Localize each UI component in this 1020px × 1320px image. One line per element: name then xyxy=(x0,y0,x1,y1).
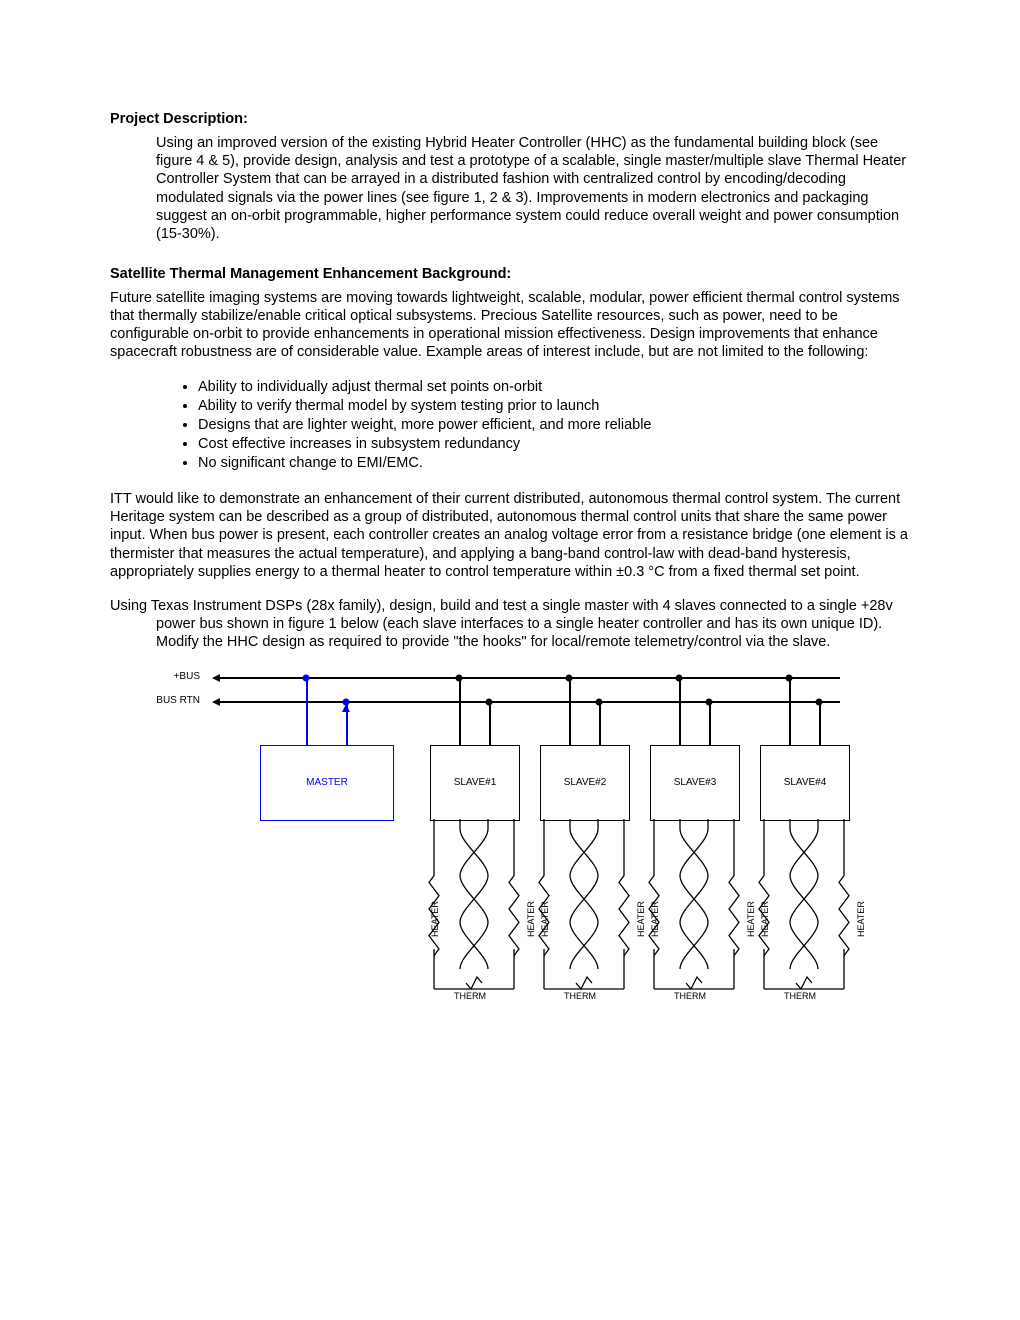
slave-drop xyxy=(599,701,601,745)
slave-box: SLAVE#4 xyxy=(760,745,850,821)
junction-dot xyxy=(566,675,573,682)
master-box: MASTER xyxy=(260,745,394,821)
heading-background: Satellite Thermal Management Enhancement… xyxy=(110,265,910,283)
dsp-para: Using Texas Instrument DSPs (28x family)… xyxy=(110,597,910,651)
therm-label: THERM xyxy=(454,991,486,1002)
project-description-para: Using an improved version of the existin… xyxy=(156,134,910,243)
bullet-item: Ability to verify thermal model by syste… xyxy=(198,397,910,415)
slave-drop xyxy=(489,701,491,745)
slave-drop xyxy=(819,701,821,745)
arrow-up-icon xyxy=(342,704,350,712)
slave-drop xyxy=(789,677,791,745)
heater-label: HEATER xyxy=(650,901,661,937)
bus-rtn-line xyxy=(220,701,840,703)
therm-label: THERM xyxy=(784,991,816,1002)
background-para: Future satellite imaging systems are mov… xyxy=(110,289,910,362)
arrow-icon xyxy=(212,674,220,682)
bullet-item: Designs that are lighter weight, more po… xyxy=(198,416,910,434)
junction-dot xyxy=(815,699,822,706)
master-drop xyxy=(306,677,308,745)
itt-para: ITT would like to demonstrate an enhance… xyxy=(110,490,910,581)
bus-plus-line xyxy=(220,677,840,679)
bullet-item: Cost effective increases in subsystem re… xyxy=(198,435,910,453)
junction-dot xyxy=(676,675,683,682)
slave-drop xyxy=(709,701,711,745)
junction-dot xyxy=(786,675,793,682)
junction-dot xyxy=(303,675,310,682)
heading-project-description: Project Description: xyxy=(110,110,910,128)
junction-dot xyxy=(456,675,463,682)
arrow-icon xyxy=(212,698,220,706)
slave-drop xyxy=(459,677,461,745)
heater-label: HEATER xyxy=(856,901,867,937)
heater-label: HEATER xyxy=(760,901,771,937)
slave-box: SLAVE#2 xyxy=(540,745,630,821)
document-page: Project Description: Using an improved v… xyxy=(0,0,1020,1077)
therm-label: THERM xyxy=(564,991,596,1002)
interest-bullets: Ability to individually adjust thermal s… xyxy=(198,378,910,473)
heater-label: HEATER xyxy=(430,901,441,937)
slave-box: SLAVE#1 xyxy=(430,745,520,821)
slave-drop xyxy=(569,677,571,745)
slave-drop xyxy=(679,677,681,745)
therm-label: THERM xyxy=(674,991,706,1002)
junction-dot xyxy=(705,699,712,706)
bullet-item: No significant change to EMI/EMC. xyxy=(198,454,910,472)
slave-box: SLAVE#3 xyxy=(650,745,740,821)
bus-plus-label: +BUS xyxy=(150,671,200,684)
system-diagram: +BUS BUS RTN MASTER SLAVE#1 HEATER HEATER THER… xyxy=(130,667,920,1037)
junction-dot xyxy=(595,699,602,706)
bullet-item: Ability to individually adjust thermal s… xyxy=(198,378,910,396)
bus-rtn-label: BUS RTN xyxy=(150,695,200,708)
junction-dot xyxy=(485,699,492,706)
heater-label: HEATER xyxy=(540,901,551,937)
